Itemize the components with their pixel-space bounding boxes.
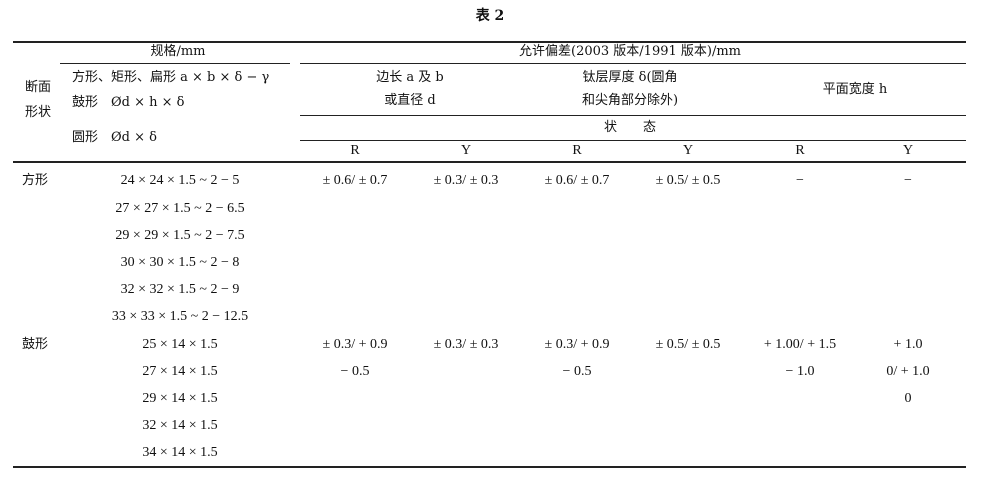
sub-col-header: Y	[682, 143, 694, 158]
row-value: + 1.0	[893, 337, 923, 352]
header-rule	[300, 63, 966, 64]
row-value: ± 0.6/ ± 0.7	[322, 173, 388, 188]
tolerance-header: 允许偏差(2003 版本/1991 版本)/mm	[519, 44, 741, 59]
sub-col-header: Y	[902, 143, 914, 158]
sub-col-header: R	[350, 143, 360, 158]
ti-thickness-header: 钛层厚度 δ(圆角	[582, 70, 678, 85]
row-value: − 0.5	[562, 364, 592, 379]
row-value: ± 0.3/ ± 0.3	[433, 337, 499, 352]
row-spec: 32 × 32 × 1.5 ~ 2 − 9	[120, 282, 240, 297]
header-rule	[60, 63, 290, 64]
row-spec: 33 × 33 × 1.5 ~ 2 − 12.5	[111, 309, 249, 324]
side-length-header: 或直径 d	[384, 93, 436, 108]
row-value: ± 0.6/ ± 0.7	[544, 173, 610, 188]
row-value: − 0.5	[340, 364, 370, 379]
sub-col-header: Y	[460, 143, 472, 158]
row-shape-label: 鼓形	[22, 337, 49, 352]
table-title: 表 2	[475, 8, 505, 24]
row-value: ± 0.5/ ± 0.5	[655, 173, 721, 188]
row-spec: 30 × 30 × 1.5 ~ 2 − 8	[120, 255, 240, 270]
shape-line: 方形、矩形、扁形 a × b × δ − γ	[72, 70, 270, 85]
row-value: ± 0.5/ ± 0.5	[655, 337, 721, 352]
shape-line: 鼓形 Ød × h × δ	[72, 95, 185, 110]
header-rule	[300, 140, 966, 141]
row-spec: 27 × 14 × 1.5	[142, 364, 218, 379]
section-shape-header: 断面	[24, 80, 52, 95]
bottom-rule	[13, 466, 966, 468]
shape-line: 圆形 Ød × δ	[72, 130, 157, 145]
row-spec: 27 × 27 × 1.5 ~ 2 − 6.5	[115, 201, 245, 216]
row-value: 0/ + 1.0	[886, 364, 930, 379]
sub-col-header: R	[572, 143, 582, 158]
row-value: −	[904, 173, 912, 188]
spec-header: 规格/mm	[150, 44, 206, 59]
row-value: + 1.00/ + 1.5	[763, 337, 837, 352]
row-spec: 24 × 24 × 1.5 ~ 2 − 5	[120, 173, 240, 188]
row-spec: 34 × 14 × 1.5	[142, 445, 218, 460]
row-value: − 1.0	[785, 364, 815, 379]
row-value: 0	[904, 391, 912, 406]
row-spec: 25 × 14 × 1.5	[142, 337, 218, 352]
flat-width-header: 平面宽度 h	[822, 82, 888, 97]
row-spec: 29 × 29 × 1.5 ~ 2 − 7.5	[115, 228, 245, 243]
state-header: 状 态	[603, 120, 657, 135]
row-value: −	[796, 173, 804, 188]
row-value: ± 0.3/ + 0.9	[322, 337, 388, 352]
row-shape-label: 方形	[22, 173, 49, 188]
row-value: ± 0.3/ ± 0.3	[433, 173, 499, 188]
header-bottom-rule	[13, 161, 966, 163]
ti-thickness-header: 和尖角部分除外)	[581, 93, 679, 108]
header-rule	[300, 115, 966, 116]
sub-col-header: R	[795, 143, 805, 158]
section-shape-header: 形状	[24, 105, 52, 120]
row-spec: 32 × 14 × 1.5	[142, 418, 218, 433]
row-spec: 29 × 14 × 1.5	[142, 391, 218, 406]
side-length-header: 边长 a 及 b	[376, 70, 444, 85]
row-value: ± 0.3/ + 0.9	[544, 337, 610, 352]
top-rule	[13, 41, 966, 43]
